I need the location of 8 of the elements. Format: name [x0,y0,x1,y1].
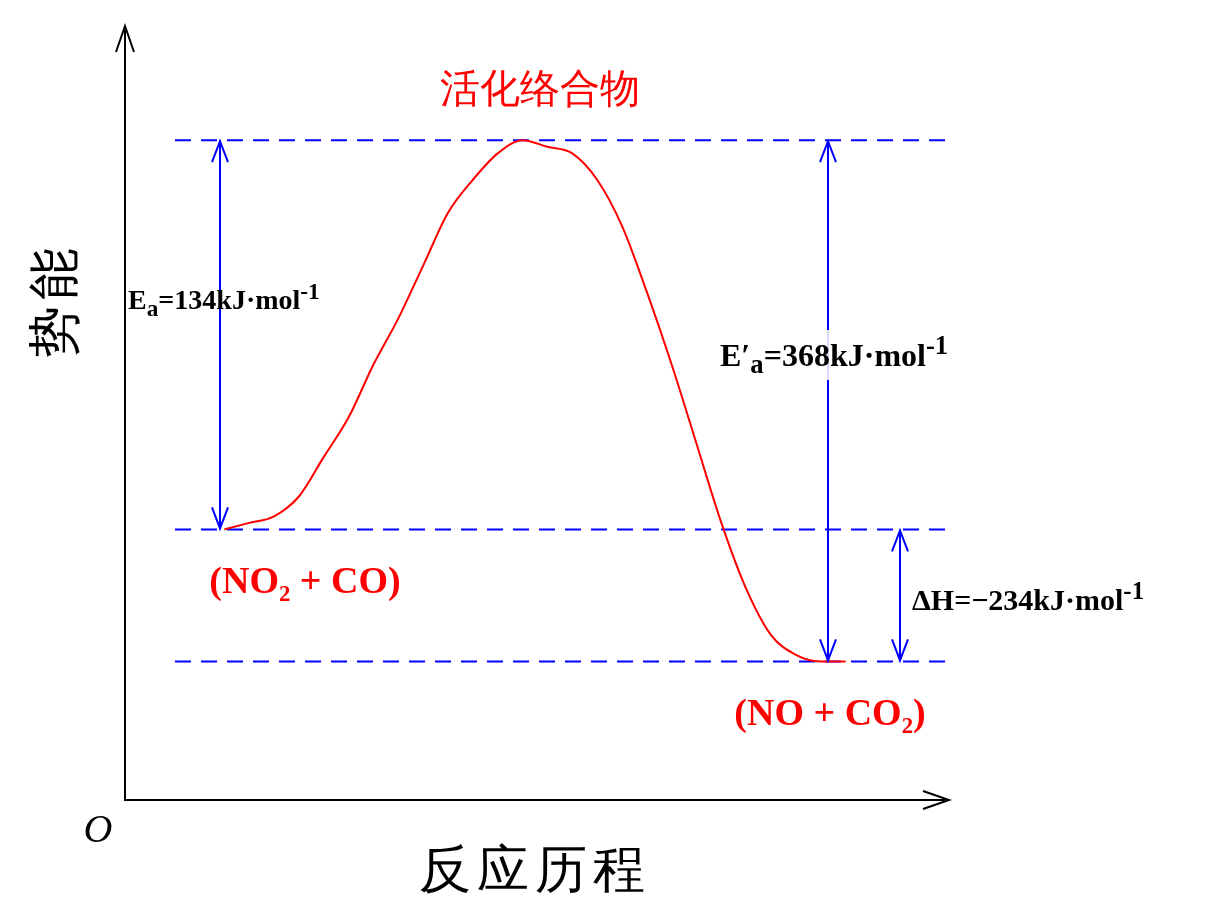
text: 活化络合物 [440,64,640,113]
annotation: E′$_{a}$=368kJ·mol$^{-1}$ [720,329,949,381]
y-axis-title: 势能 [25,242,84,358]
annotation: ΔH=−234kJ·mol$^{-1}$ [912,577,1145,617]
annotation: (NO + CO₂) [734,690,926,734]
x-axis-title: 反应历程 [419,840,651,900]
annotation: (NO₂ + CO) [209,558,401,602]
text: O [83,804,113,852]
